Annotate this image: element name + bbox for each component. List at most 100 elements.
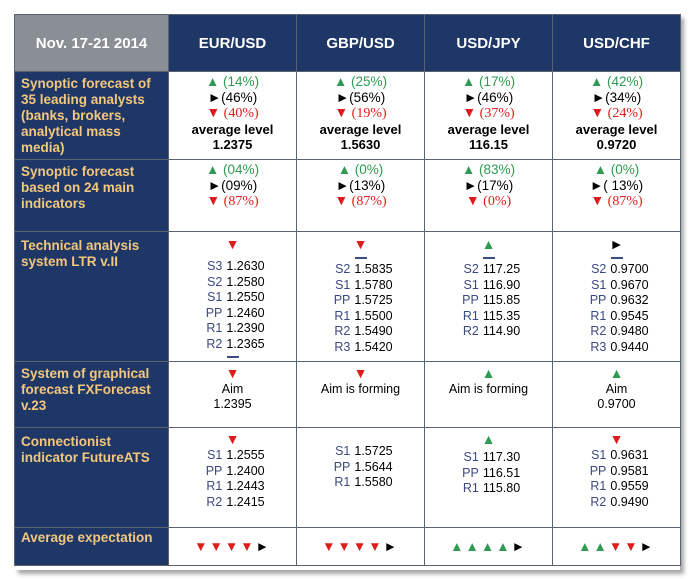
level-name: PP: [462, 465, 479, 480]
side-share: ►(46%): [463, 90, 514, 105]
up-share: ▲ (42%): [589, 74, 644, 89]
level-row: R2 0.9480: [584, 324, 648, 340]
up-share: ▲ (0%): [593, 162, 640, 177]
average-expectation-cell: ▲▲▼▼►: [552, 527, 681, 566]
level-name: R2: [590, 324, 607, 338]
pair-eurusd: EUR/USD: [168, 14, 297, 72]
level-value: 115.80: [482, 481, 521, 495]
levels-list: S1 0.9631 PP 0.9581 R1 0.9559 R2 0.9490: [584, 448, 649, 510]
triangle-right-icon: ►: [511, 539, 526, 554]
up-share: ▲ (25%): [333, 74, 388, 89]
row-average: Average expectation ▼▼▼▼► ▼▼▼▼► ▲▲▲▲► ▲▲▼▼►: [14, 527, 681, 566]
average-level-label: average level: [191, 122, 274, 137]
level-value: 1.2580: [226, 274, 265, 289]
row-graphical: System of graphical forecast FXForecast …: [14, 361, 681, 428]
triangle-down-icon: ▼: [368, 539, 383, 554]
level-name: PP: [333, 293, 351, 307]
level-name: S2: [591, 262, 607, 276]
forecast-cell: ▲ (25%) ►(56%) ▼ (19%) average level 1.5630: [296, 71, 425, 160]
dash-mark: [482, 257, 495, 259]
level-row: R1 1.2443: [200, 479, 264, 495]
level-value: 0.9631: [610, 448, 649, 462]
triangle-up-icon: ▲: [609, 365, 624, 381]
header-row: Nov. 17-21 2014 EUR/USD GBP/USD USD/JPY …: [14, 14, 681, 72]
forecast-cell: ▲ (04%) ►(09%) ▼ (87%): [168, 159, 297, 232]
level-row: S1 1.2550: [200, 290, 265, 306]
forecast-cell: ▲ (0%) ►(13%) ▼ (87%): [296, 159, 425, 232]
level-row: R2 1.2415: [200, 495, 264, 511]
level-name: PP: [205, 463, 223, 478]
triangle-down-icon: ▼: [225, 365, 240, 381]
level-value: 0.9559: [610, 479, 649, 493]
level-value: 0.9700: [610, 262, 649, 276]
level-row: S2 117.25: [457, 262, 521, 278]
up-share: ▲ (14%): [205, 74, 260, 89]
levels-list: S2 0.9700 S1 0.9670 PP 0.9632 R1 0.9545 R2 0.9480…: [584, 262, 649, 355]
level-row: PP 115.85: [457, 293, 520, 309]
down-share: ▼ (19%): [334, 106, 387, 121]
level-row: PP 116.51: [457, 466, 520, 482]
dash-mark: [354, 257, 367, 259]
level-row: S1 0.9670: [584, 277, 649, 294]
level-row: PP 1.2460: [200, 305, 265, 322]
up-share: ▲ (17%): [461, 74, 516, 89]
triangle-right-icon: ►: [255, 539, 270, 554]
side-share: ►(46%): [207, 90, 258, 105]
up-share: ▲ (83%): [461, 162, 516, 177]
triangle-up-icon: ▲: [450, 539, 465, 554]
level-row: R1 115.35: [457, 309, 520, 325]
level-row: R3 1.5420: [328, 340, 392, 356]
level-name: PP: [205, 305, 223, 320]
up-share: ▲ (04%): [205, 162, 260, 177]
level-name: R2: [206, 336, 223, 351]
row-indicators-24: Synoptic forecast based on 24 main indic…: [14, 159, 681, 232]
down-share: ▼ (40%): [206, 106, 259, 121]
level-row: R2 114.90: [457, 324, 520, 340]
connectionist-cell: S1 1.5725 PP 1.5644 R1 1.5580: [296, 427, 425, 528]
level-value: 1.2400: [226, 463, 265, 478]
level-name: S2: [335, 262, 351, 276]
level-row: PP 0.9632: [584, 293, 649, 309]
average-level-value: 1.2375: [212, 137, 253, 152]
level-name: R2: [462, 324, 479, 338]
level-name: PP: [589, 463, 607, 478]
triangle-down-icon: ▼: [353, 365, 368, 381]
level-value: 1.2555: [226, 448, 265, 462]
row-label: Average expectation: [14, 527, 169, 566]
level-row: R1 1.5500: [328, 309, 392, 325]
connectionist-cell: ▲ S1 117.30 PP 116.51 R1 115.80: [424, 427, 553, 528]
forecast-cell: ▲ (14%) ►(46%) ▼ (40%) average level 1.2375: [168, 71, 297, 160]
level-value: 1.5500: [354, 308, 393, 323]
level-value: 0.9632: [610, 293, 649, 307]
average-level-value: 0.9720: [596, 137, 637, 152]
level-row: R2 1.5490: [328, 324, 392, 340]
level-value: 0.9490: [610, 494, 649, 509]
level-row: S1 1.5725: [328, 444, 393, 460]
technical-cell: ▲ S2 117.25 S1 116.90 PP 115.85 R1 115.35 R2 114.9…: [424, 231, 553, 362]
side-share: ►(17%): [463, 178, 514, 193]
forecast-cell: ▲ (17%) ►(46%) ▼ (37%) average level 116.15: [424, 71, 553, 160]
level-row: R2 1.2365: [200, 337, 264, 353]
level-row: PP 1.2400: [200, 463, 265, 480]
level-row: PP 1.5725: [328, 293, 393, 309]
level-value: 0.9480: [610, 324, 649, 338]
forecast-cell: ▲ (83%) ►(17%) ▼ (0%): [424, 159, 553, 232]
level-name: S1: [591, 277, 607, 292]
level-name: S3: [207, 259, 223, 273]
level-value: 115.35: [482, 308, 521, 323]
triangle-up-icon: ▲: [481, 431, 496, 447]
level-name: S2: [463, 262, 479, 276]
level-row: R1 1.2390: [200, 321, 264, 337]
forecast-cell: ▲ (0%) ►( 13%) ▼ (87%): [552, 159, 681, 232]
row-label: Technical analysis system LTR v.II: [14, 231, 169, 362]
triangle-down-icon: ▼: [225, 236, 240, 252]
down-share: ▼ (0%): [465, 194, 512, 209]
triangle-up-icon: ▲: [481, 236, 496, 252]
level-row: PP 1.5644: [328, 459, 393, 476]
level-value: 1.2443: [226, 479, 265, 493]
level-value: 0.9545: [610, 308, 649, 323]
level-value: 116.90: [482, 277, 521, 292]
triangle-down-icon: ▼: [353, 236, 368, 252]
level-value: 1.5644: [354, 459, 393, 474]
level-row: S1 117.30: [457, 450, 521, 466]
